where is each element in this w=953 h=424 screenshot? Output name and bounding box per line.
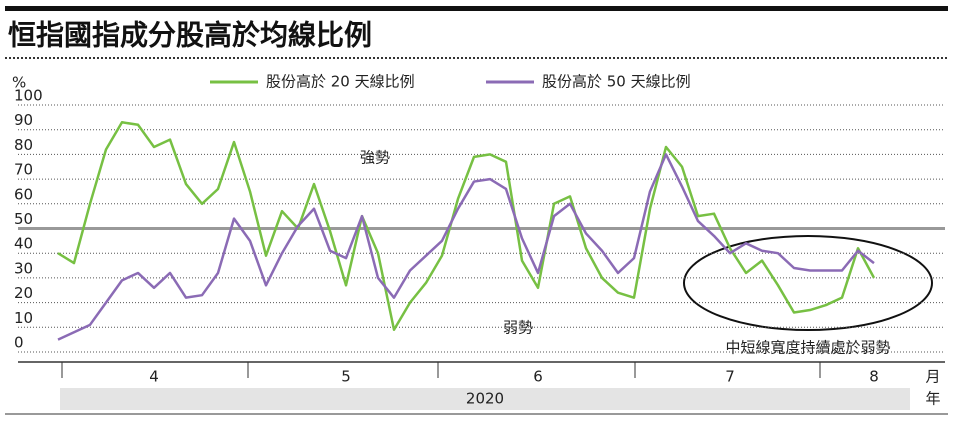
- y-tick-label: 10: [14, 309, 33, 327]
- y-tick-label: 100: [14, 87, 43, 105]
- y-tick-label: 40: [14, 235, 33, 253]
- y-tick-label: 30: [14, 259, 33, 277]
- x-axis-ticks: [61, 362, 821, 378]
- x-tick-label: 5: [341, 368, 351, 386]
- x-tick-label: 4: [149, 368, 159, 386]
- annotation: 強勢: [360, 149, 390, 167]
- annotation: 中短線寬度持續處於弱勢: [725, 339, 890, 357]
- legend-label: 股份高於 50 天線比例: [542, 73, 691, 91]
- x-tick-label: 7: [725, 368, 735, 386]
- x-tick-label: 8: [869, 368, 879, 386]
- y-tick-label: 70: [14, 161, 33, 179]
- legend-label: 股份高於 20 天線比例: [266, 73, 415, 91]
- y-tick-label: 50: [14, 210, 33, 228]
- y-tick-label: 80: [14, 136, 33, 154]
- top-bar: [5, 6, 948, 11]
- series-line: [57, 121, 876, 332]
- series-line: [57, 153, 875, 341]
- y-tick-label: 0: [14, 334, 24, 352]
- x-tick-label: 6: [533, 368, 543, 386]
- annotation: 弱勢: [503, 319, 533, 337]
- highlight-ellipse: [683, 235, 933, 331]
- chart-title: 恒指國指成分股高於均線比例: [8, 18, 372, 51]
- year-unit: 年: [925, 390, 940, 408]
- x-unit: 月: [925, 368, 940, 386]
- y-tick-label: 60: [14, 185, 33, 203]
- y-axis-label: %: [12, 74, 26, 92]
- year-label: 2020: [466, 390, 504, 408]
- y-tick-label: 90: [14, 111, 33, 129]
- year-band: [60, 388, 910, 410]
- y-tick-label: 20: [14, 284, 33, 302]
